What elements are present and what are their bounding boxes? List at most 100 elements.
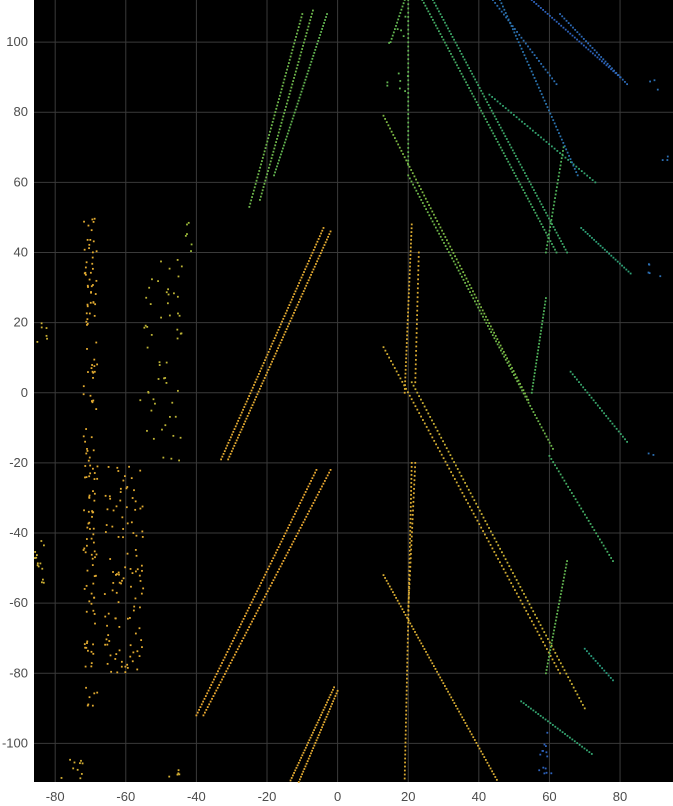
data-point bbox=[488, 322, 491, 325]
data-point bbox=[262, 153, 265, 156]
data-point bbox=[431, 210, 434, 213]
data-point bbox=[83, 272, 86, 275]
data-point bbox=[504, 571, 507, 574]
data-point bbox=[317, 40, 320, 42]
data-point bbox=[321, 229, 324, 232]
data-point bbox=[87, 510, 90, 513]
data-point bbox=[572, 26, 574, 29]
data-point bbox=[91, 704, 94, 707]
data-point bbox=[228, 455, 231, 458]
data-point bbox=[547, 237, 550, 239]
data-point bbox=[410, 381, 413, 384]
data-point bbox=[477, 104, 480, 106]
data-point bbox=[251, 386, 254, 389]
data-point bbox=[322, 723, 325, 726]
data-point bbox=[386, 81, 389, 84]
data-point bbox=[92, 582, 95, 585]
data-point bbox=[514, 377, 517, 380]
data-point bbox=[222, 659, 225, 662]
data-point bbox=[296, 764, 299, 767]
data-point bbox=[420, 398, 422, 401]
data-point bbox=[518, 33, 521, 36]
data-point bbox=[498, 7, 501, 10]
data-point bbox=[291, 83, 294, 86]
data-point bbox=[93, 358, 96, 361]
data-point bbox=[252, 617, 255, 620]
data-point bbox=[615, 427, 618, 430]
data-point bbox=[85, 312, 88, 315]
data-point bbox=[261, 156, 264, 159]
data-point bbox=[648, 272, 651, 275]
data-point bbox=[533, 189, 535, 191]
data-point bbox=[561, 153, 564, 156]
data-point bbox=[268, 134, 270, 136]
data-point bbox=[493, 115, 496, 118]
data-point bbox=[263, 377, 266, 379]
data-point bbox=[324, 704, 327, 706]
data-point bbox=[398, 146, 401, 149]
data-point bbox=[517, 379, 520, 382]
data-point bbox=[310, 480, 312, 482]
data-point bbox=[531, 129, 534, 132]
data-point bbox=[231, 433, 233, 436]
data-point bbox=[278, 326, 281, 329]
data-point bbox=[122, 536, 124, 539]
data-point bbox=[484, 520, 487, 522]
data-point bbox=[480, 513, 483, 515]
data-point bbox=[248, 206, 251, 208]
data-point bbox=[528, 603, 531, 606]
data-point bbox=[406, 677, 408, 680]
y-tick-label: 60 bbox=[14, 174, 28, 189]
data-point bbox=[301, 524, 303, 526]
data-point bbox=[263, 595, 266, 598]
data-point bbox=[532, 610, 535, 613]
data-point bbox=[411, 513, 414, 516]
data-point bbox=[408, 561, 411, 564]
data-point bbox=[496, 140, 499, 143]
data-point bbox=[222, 675, 225, 678]
data-point bbox=[408, 549, 411, 552]
data-point bbox=[207, 689, 210, 692]
data-point bbox=[294, 290, 297, 293]
data-point bbox=[309, 257, 311, 260]
data-point bbox=[582, 38, 585, 40]
data-point bbox=[249, 623, 252, 626]
data-point bbox=[248, 395, 251, 397]
data-point bbox=[555, 231, 558, 234]
data-point bbox=[36, 340, 39, 343]
data-point bbox=[502, 554, 505, 557]
data-point bbox=[499, 146, 502, 149]
data-point bbox=[225, 653, 227, 656]
data-point bbox=[211, 697, 213, 700]
data-point bbox=[447, 450, 450, 453]
data-point bbox=[322, 25, 324, 27]
data-point bbox=[305, 32, 308, 34]
data-point bbox=[426, 211, 429, 214]
data-point bbox=[504, 558, 507, 561]
data-point bbox=[124, 665, 127, 668]
data-point bbox=[557, 606, 560, 609]
data-point bbox=[326, 238, 328, 241]
data-point bbox=[168, 775, 171, 778]
data-point bbox=[571, 373, 574, 376]
data-point bbox=[83, 220, 85, 223]
data-point bbox=[454, 61, 457, 64]
data-point bbox=[301, 773, 304, 776]
data-point bbox=[551, 724, 554, 726]
data-point bbox=[459, 70, 461, 72]
data-point bbox=[592, 657, 595, 660]
data-point bbox=[117, 571, 120, 574]
data-point bbox=[549, 649, 552, 652]
data-point bbox=[460, 475, 463, 477]
data-point bbox=[405, 342, 408, 344]
data-point bbox=[444, 236, 447, 238]
data-point bbox=[407, 45, 410, 48]
data-point bbox=[425, 208, 428, 211]
data-point bbox=[543, 772, 546, 775]
data-point bbox=[176, 259, 179, 261]
data-point bbox=[116, 671, 119, 674]
data-point bbox=[455, 481, 458, 484]
data-point bbox=[495, 540, 498, 543]
data-point bbox=[401, 5, 404, 8]
data-point bbox=[493, 135, 496, 138]
